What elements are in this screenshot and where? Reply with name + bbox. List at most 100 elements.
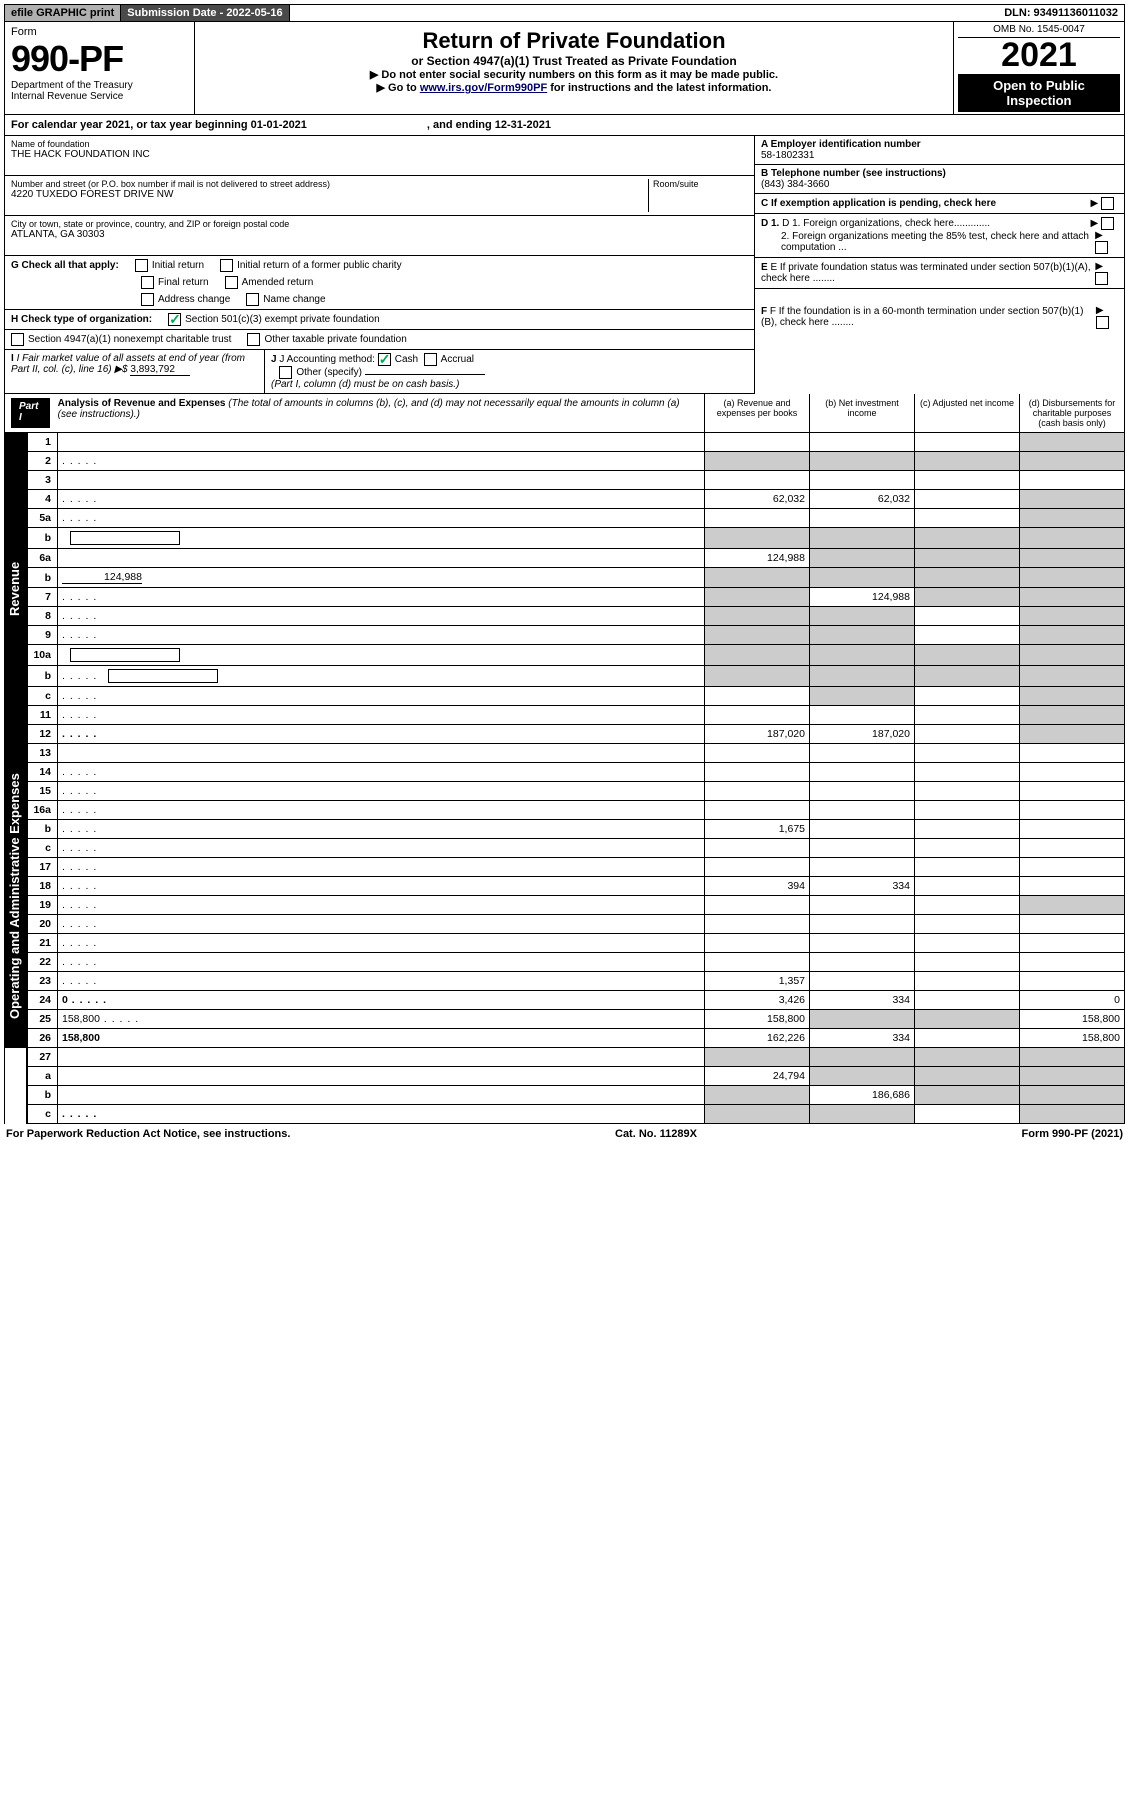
val-b — [810, 687, 915, 706]
val-a — [705, 471, 810, 490]
val-a — [705, 801, 810, 820]
val-a — [705, 509, 810, 528]
j-label: J Accounting method: — [279, 354, 375, 365]
val-b — [810, 953, 915, 972]
cb-accrual[interactable] — [424, 353, 437, 366]
cb-amended[interactable] — [225, 276, 238, 289]
efile-print-button[interactable]: efile GRAPHIC print — [5, 5, 121, 21]
subtract-section: 27a24,794b186,686c — [4, 1048, 1125, 1124]
room-label: Room/suite — [653, 179, 748, 189]
line-number: 16a — [28, 801, 58, 820]
val-a: 3,426 — [705, 991, 810, 1010]
val-a: 1,357 — [705, 972, 810, 991]
val-a — [705, 1105, 810, 1124]
cb-501c3[interactable] — [168, 313, 181, 326]
line-number: c — [28, 839, 58, 858]
val-d — [1020, 433, 1125, 452]
val-c — [915, 839, 1020, 858]
cal-year-end: , and ending 12-31-2021 — [427, 119, 551, 131]
val-d — [1020, 839, 1125, 858]
tax-year: 2021 — [958, 38, 1120, 72]
val-b — [810, 568, 915, 588]
irs-link[interactable]: www.irs.gov/Form990PF — [420, 82, 547, 94]
val-c — [915, 687, 1020, 706]
val-a — [705, 896, 810, 915]
line-number: b — [28, 820, 58, 839]
initial-return: Initial return — [152, 260, 204, 271]
val-d — [1020, 490, 1125, 509]
addr-change: Address change — [158, 294, 230, 305]
cb-initial-former[interactable] — [220, 259, 233, 272]
cb-4947[interactable] — [11, 333, 24, 346]
line-desc — [58, 877, 705, 896]
val-a: 394 — [705, 877, 810, 896]
val-b — [810, 626, 915, 645]
name-label: Name of foundation — [11, 139, 748, 149]
val-d — [1020, 452, 1125, 471]
line-number: b — [28, 528, 58, 549]
table-row: b — [28, 528, 1125, 549]
line-number: b — [28, 568, 58, 588]
val-d — [1020, 763, 1125, 782]
cb-addr-change[interactable] — [141, 293, 154, 306]
val-c — [915, 820, 1020, 839]
cb-d2[interactable] — [1095, 241, 1108, 254]
i-value: 3,893,792 — [130, 364, 190, 376]
val-b: 334 — [810, 991, 915, 1010]
cb-cash[interactable] — [378, 353, 391, 366]
val-b — [810, 549, 915, 568]
val-d — [1020, 528, 1125, 549]
val-c — [915, 1010, 1020, 1029]
table-row: 2403,4263340 — [28, 991, 1125, 1010]
val-d — [1020, 915, 1125, 934]
val-d — [1020, 1067, 1125, 1086]
val-d — [1020, 896, 1125, 915]
table-row: b — [28, 666, 1125, 687]
val-a — [705, 645, 810, 666]
val-c — [915, 1105, 1020, 1124]
line-number: 17 — [28, 858, 58, 877]
val-d — [1020, 934, 1125, 953]
line-number: 15 — [28, 782, 58, 801]
cb-name-change[interactable] — [246, 293, 259, 306]
line-number: 12 — [28, 725, 58, 744]
table-row: 11 — [28, 706, 1125, 725]
line-desc: 124,988 — [58, 568, 705, 588]
a-label: A Employer identification number — [761, 139, 1118, 150]
col-d-hdr: (d) Disbursements for charitable purpose… — [1019, 394, 1124, 432]
h-other: Other taxable private foundation — [264, 334, 406, 345]
irs: Internal Revenue Service — [11, 91, 188, 102]
table-row: 462,03262,032 — [28, 490, 1125, 509]
line-desc — [58, 626, 705, 645]
line-number: 13 — [28, 744, 58, 763]
table-row: a24,794 — [28, 1067, 1125, 1086]
c-label: C If exemption application is pending, c… — [761, 198, 996, 209]
cb-e[interactable] — [1095, 272, 1108, 285]
line-number: 5a — [28, 509, 58, 528]
cb-other-method[interactable] — [279, 366, 292, 379]
initial-former: Initial return of a former public charit… — [237, 260, 402, 271]
val-a — [705, 706, 810, 725]
form-header: Form 990-PF Department of the Treasury I… — [4, 22, 1125, 115]
cb-d1[interactable] — [1101, 217, 1114, 230]
val-b: 187,020 — [810, 725, 915, 744]
line-desc — [58, 725, 705, 744]
table-row: 21 — [28, 934, 1125, 953]
cb-final[interactable] — [141, 276, 154, 289]
val-a — [705, 1086, 810, 1105]
val-b: 334 — [810, 877, 915, 896]
val-d — [1020, 820, 1125, 839]
cb-f[interactable] — [1096, 316, 1109, 329]
cb-c[interactable] — [1101, 197, 1114, 210]
val-b: 334 — [810, 1029, 915, 1048]
line-number: 21 — [28, 934, 58, 953]
val-b — [810, 1048, 915, 1067]
cb-other-tax[interactable] — [247, 333, 260, 346]
val-d: 158,800 — [1020, 1029, 1125, 1048]
name-change: Name change — [263, 294, 325, 305]
val-d — [1020, 801, 1125, 820]
val-b — [810, 706, 915, 725]
val-b — [810, 528, 915, 549]
cb-initial[interactable] — [135, 259, 148, 272]
line-desc — [58, 839, 705, 858]
